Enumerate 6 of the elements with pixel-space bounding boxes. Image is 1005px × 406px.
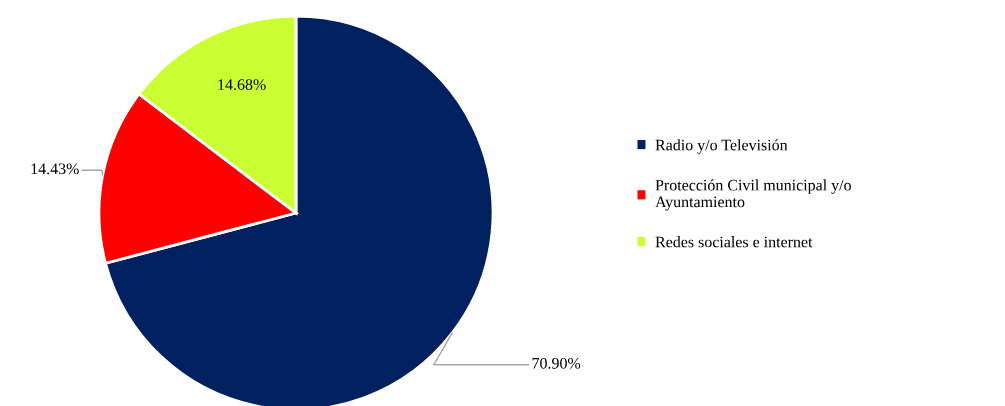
legend-label: Protección Civil municipal y/o Ayuntamiento <box>655 179 851 211</box>
data-label: 14.43% <box>31 163 79 175</box>
data-label: 70.90% <box>532 357 581 369</box>
data-label: 14.68% <box>218 79 266 91</box>
legend-label: Radio y/o Televisión <box>655 139 788 154</box>
legend-label: Redes sociales e internet <box>655 236 813 248</box>
